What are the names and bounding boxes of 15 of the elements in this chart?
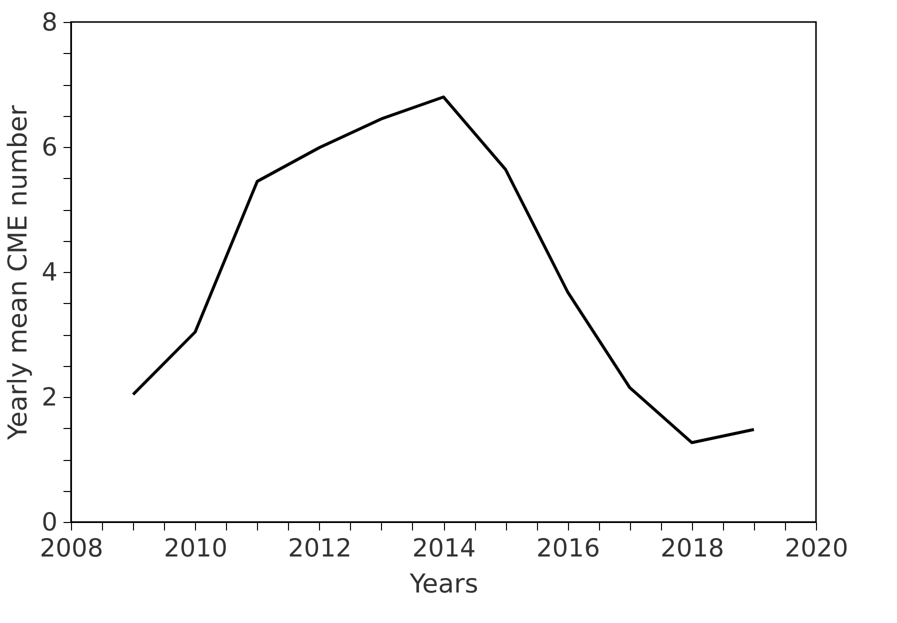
y-tick-label: 4 [42, 258, 58, 286]
y-tick-label: 2 [42, 382, 58, 412]
line-series [132, 96, 756, 444]
y-tick-label: 6 [42, 132, 58, 162]
x-tick-label: 2010 [164, 534, 228, 562]
x-tick-label: 2008 [40, 534, 104, 562]
x-axis-title: Years [408, 570, 478, 600]
x-tick-label: 2020 [784, 534, 848, 562]
x-tick-label: 2018 [660, 534, 724, 562]
y-tick-label: 0 [42, 508, 58, 536]
x-tick-label: 2012 [288, 534, 352, 562]
y-tick-label: 8 [42, 8, 58, 36]
x-tick-label: 2016 [536, 534, 600, 562]
y-axis-title: Yearly mean CME number [4, 104, 34, 441]
x-tick-label: 2014 [412, 534, 476, 562]
